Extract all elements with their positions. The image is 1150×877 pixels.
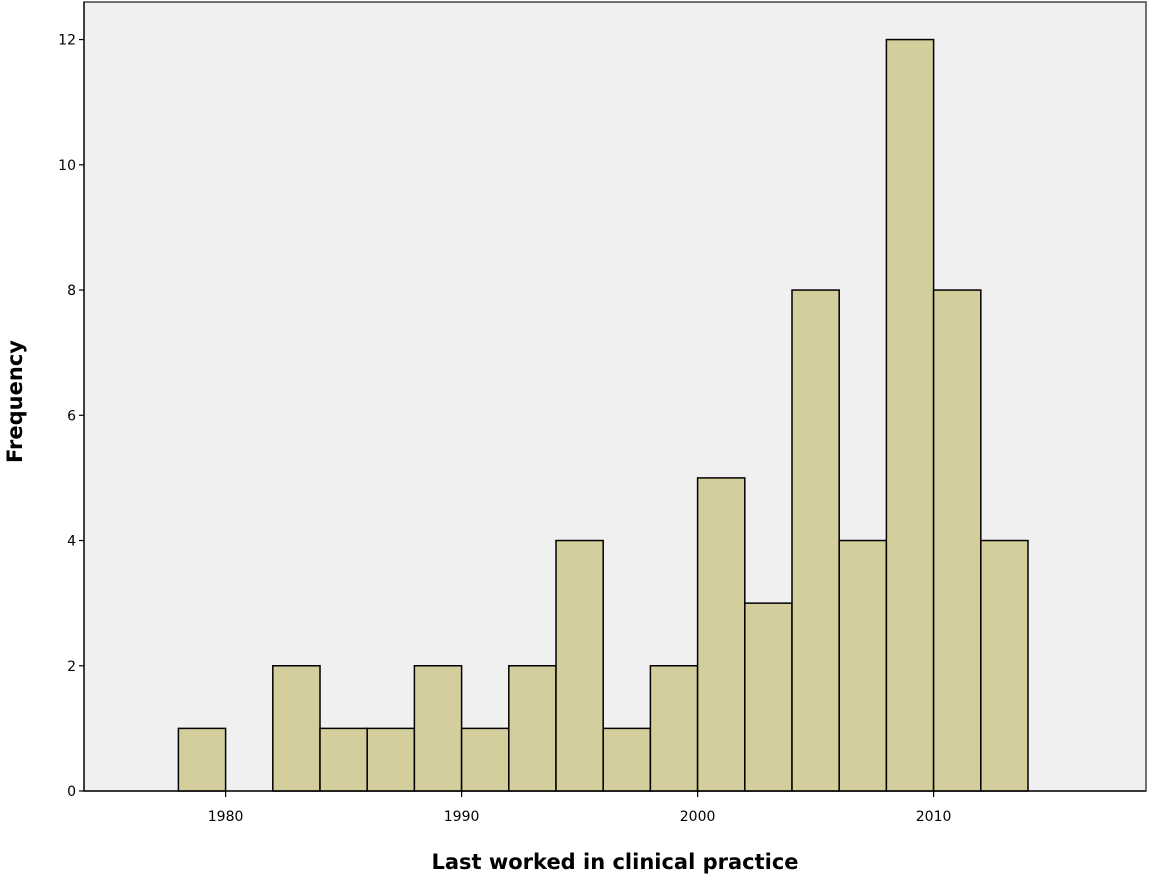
bar-1996-1998 <box>602 727 652 792</box>
bar-1978-1980 <box>177 727 227 792</box>
y-tick-label: 10 <box>58 158 76 174</box>
y-tick-label: 4 <box>67 534 76 550</box>
bar-1992-1994 <box>508 665 557 792</box>
y-tick-label: 2 <box>67 659 76 675</box>
x-axis: 1980 1990 2000 2010 <box>84 790 1146 825</box>
bar-2004-2006 <box>791 289 840 792</box>
bar-1988-1990 <box>413 665 463 792</box>
bar-1990-1992 <box>460 727 510 792</box>
bar-2012-2014 <box>980 539 1029 792</box>
bar-1984-1986 <box>319 727 368 792</box>
bar-1998-2000 <box>649 665 699 792</box>
bar-2008-2010 <box>885 38 935 792</box>
bar-2010-2012 <box>932 289 982 792</box>
y-tick-label: 12 <box>58 33 76 49</box>
x-tick-label: 2010 <box>916 809 952 825</box>
bars-layer <box>177 38 1029 792</box>
bar-2000-2002 <box>696 477 746 792</box>
y-axis: 0 2 4 6 8 10 12 <box>58 2 85 800</box>
bar-1986-1988 <box>366 727 416 792</box>
x-tick-label: 2000 <box>680 809 716 825</box>
y-tick-label: 6 <box>67 408 76 424</box>
y-tick-label: 0 <box>67 784 76 800</box>
bar-1994-1996 <box>555 539 604 792</box>
bar-1982-1984 <box>272 665 321 792</box>
x-axis-title: Last worked in clinical practice <box>431 850 798 874</box>
y-axis-title: Frequency <box>3 340 27 463</box>
x-tick-label: 1980 <box>208 809 244 825</box>
bar-2006-2008 <box>838 539 888 792</box>
x-tick-label: 1990 <box>444 809 480 825</box>
y-tick-label: 8 <box>67 283 76 299</box>
bar-2002-2004 <box>744 602 793 792</box>
